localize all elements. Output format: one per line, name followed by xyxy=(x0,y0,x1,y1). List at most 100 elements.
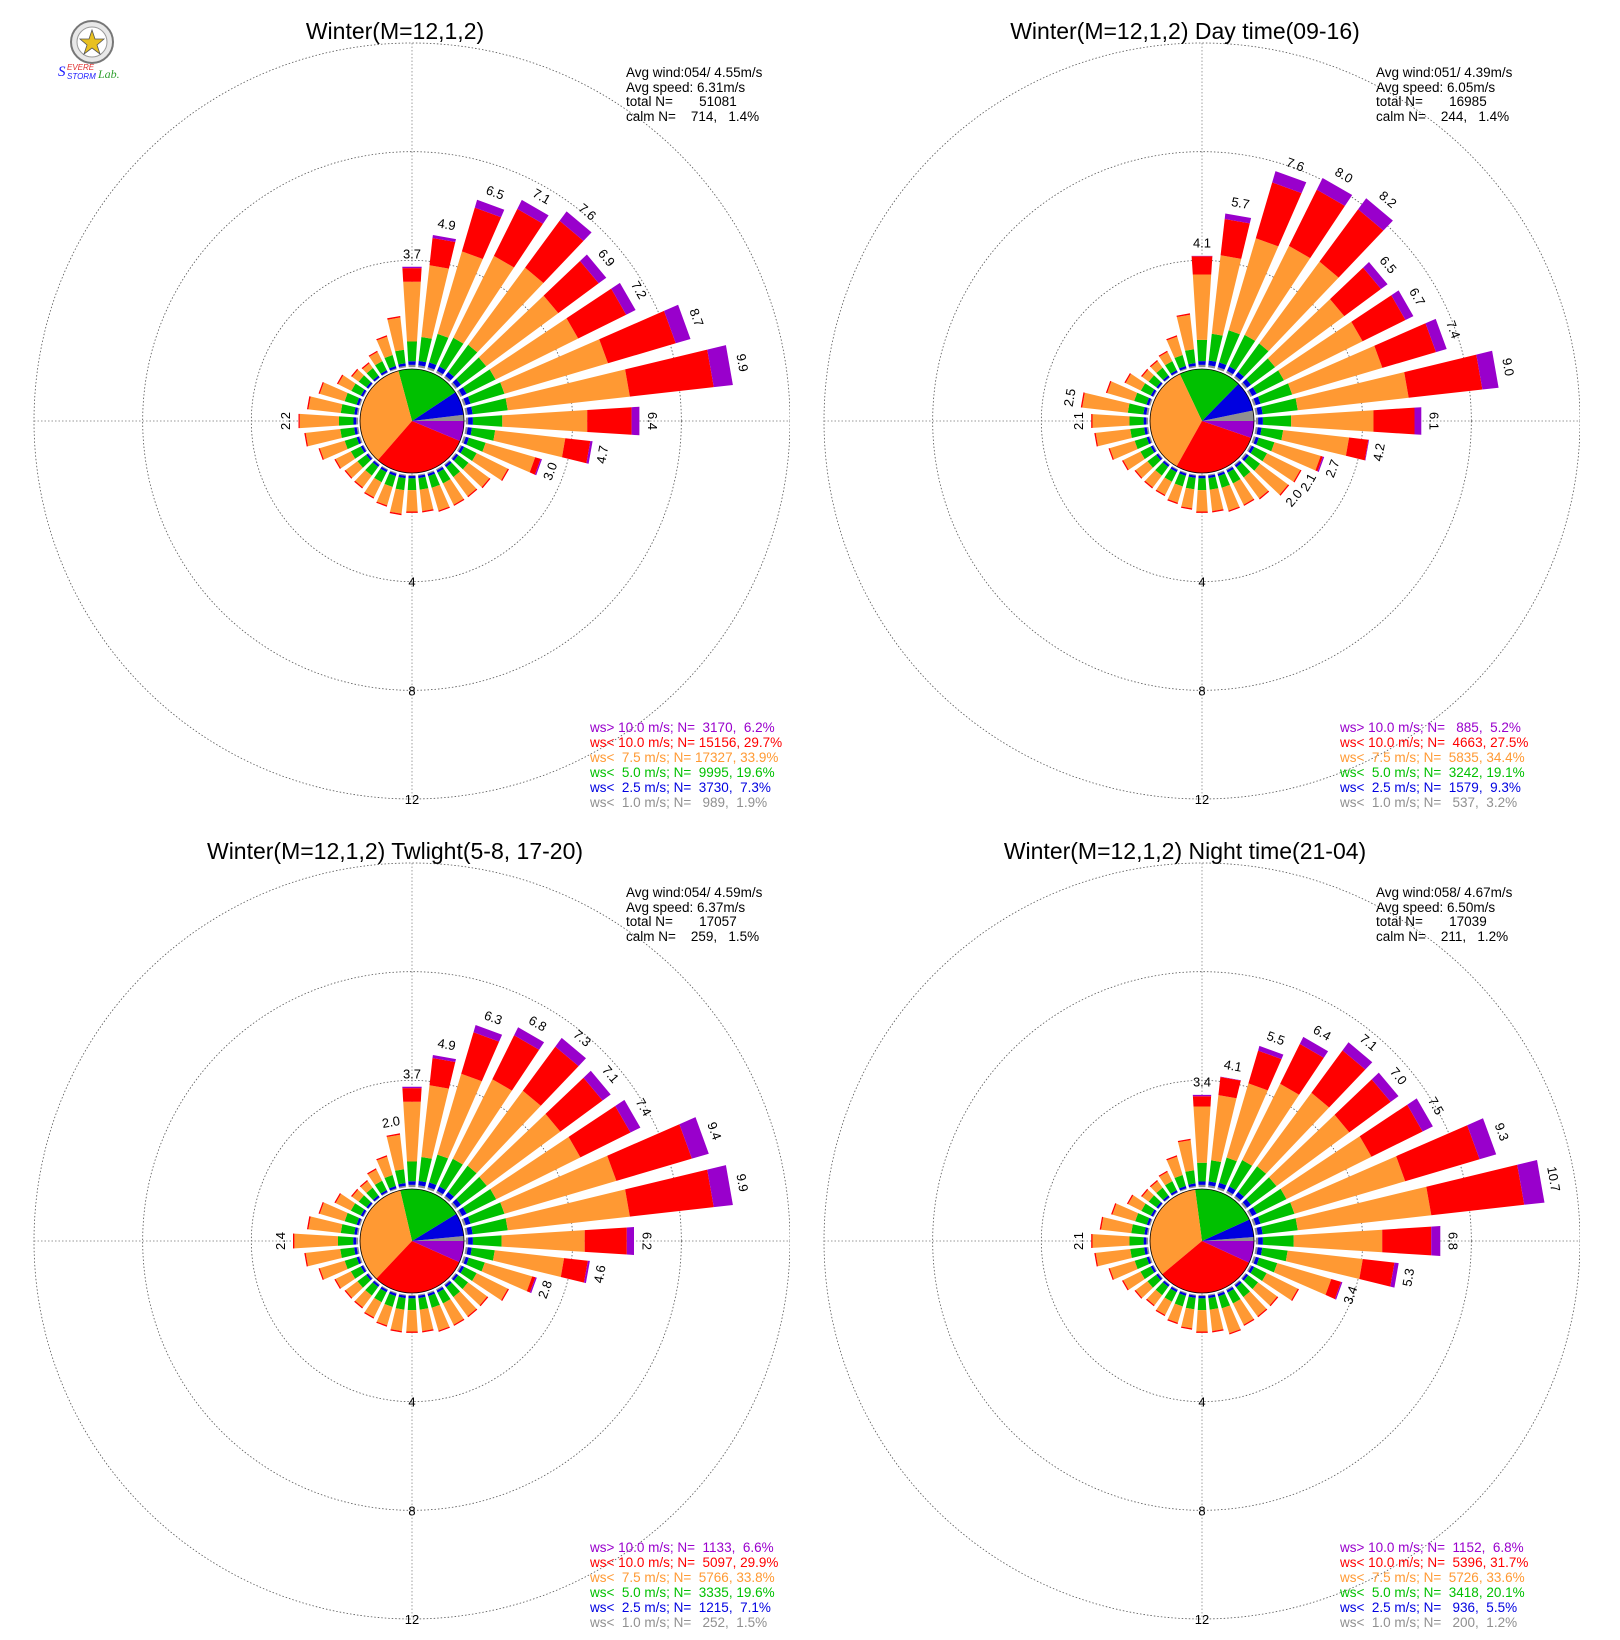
rose-bar-segment xyxy=(1129,1236,1144,1246)
rose-bar-segment xyxy=(356,1247,360,1255)
rose-bar-segment xyxy=(1170,1286,1178,1293)
rose-bar-segment xyxy=(1091,1234,1093,1248)
rose-bar-segment xyxy=(1109,1260,1138,1280)
legend-entry: ws< 10.0 m/s; N= 5396, 31.7% xyxy=(1340,1555,1529,1570)
rose-bar-segment xyxy=(367,1169,383,1185)
rose-bar-segment xyxy=(1241,453,1247,460)
rose-bar-segment xyxy=(1251,436,1256,444)
rose-bar-segment xyxy=(427,367,435,372)
rose-bar-segment xyxy=(418,476,429,490)
rose-bar-segment xyxy=(1293,1229,1383,1253)
rose-bar-segment xyxy=(1208,474,1216,479)
rose-bar-segment xyxy=(1198,1184,1206,1188)
stats-line: total N= 17057 xyxy=(626,914,737,929)
rose-bar-segment xyxy=(1176,314,1194,351)
rose-bar-segment xyxy=(1217,362,1227,370)
sector-total-label: 4.9 xyxy=(436,1035,456,1053)
rose-bar-segment xyxy=(1242,378,1252,388)
rose-bar-segment xyxy=(1162,460,1170,467)
rose-bar-segment xyxy=(1091,414,1093,428)
rose-bar-segment xyxy=(374,1288,387,1303)
rose-bar-segment xyxy=(1396,1125,1480,1182)
legend-entry: ws< 5.0 m/s; N= 3242, 19.1% xyxy=(1340,765,1525,780)
sector-total-label: 4.6 xyxy=(591,1264,609,1284)
rose-bar-segment xyxy=(373,375,380,382)
rose-bar-segment xyxy=(1256,427,1262,436)
rose-bar-segment xyxy=(1181,1326,1193,1330)
rose-bar-segment xyxy=(351,383,365,396)
rose-bar-segment xyxy=(380,1286,388,1293)
pie-slice xyxy=(1149,1189,1202,1275)
sector-total-label: 2.1 xyxy=(1071,1232,1086,1250)
rose-bar-segment xyxy=(1144,1247,1148,1255)
legend-entry: ws< 7.5 m/s; N= 5835, 34.4% xyxy=(1340,750,1525,765)
rose-bar-segment xyxy=(366,381,373,389)
rose-bar-segment xyxy=(1146,436,1152,445)
stats-line: Avg speed: 6.50m/s xyxy=(1376,899,1496,915)
stats-line: total N= 51081 xyxy=(626,94,737,109)
rose-bar-segment xyxy=(1211,255,1242,336)
rose-bar-segment xyxy=(380,466,388,473)
rose-bar-segment xyxy=(438,1326,450,1332)
rose-bar-segment xyxy=(1177,1138,1191,1143)
rose-bar-segment xyxy=(1226,466,1233,471)
rose-bar-segment xyxy=(464,407,468,415)
sector-total-label: 6.5 xyxy=(1377,253,1400,276)
rose-bar-segment xyxy=(1135,1281,1153,1298)
sector-total-label: 5.3 xyxy=(1399,1267,1417,1287)
rose-bar-segment xyxy=(1135,461,1153,478)
rose-bar-segment xyxy=(381,466,388,471)
rose-bar-segment xyxy=(707,1165,733,1208)
rose-bar-segment xyxy=(1285,1250,1363,1279)
rose-bar-segment xyxy=(1364,439,1370,461)
rose-bar-segment xyxy=(1311,1050,1366,1108)
range-ring xyxy=(932,971,1472,1511)
rose-bar-segment xyxy=(389,511,402,516)
rose-bar-segment xyxy=(408,1181,416,1185)
rose-bar-segment xyxy=(1358,198,1393,231)
rose-bar-segment xyxy=(1148,375,1161,388)
rose-bar-segment xyxy=(1253,1256,1260,1265)
rose-bar-segment xyxy=(1164,468,1177,482)
legend-entry: ws< 7.5 m/s; N= 17327, 33.9% xyxy=(590,750,779,765)
rose-bar-segment xyxy=(1431,1226,1441,1256)
rose-bar-segment xyxy=(308,396,343,413)
rose-bar-segment xyxy=(386,1134,404,1171)
rose-bar-segment xyxy=(1092,1234,1130,1248)
rose-bar-segment xyxy=(458,1265,465,1274)
rose-bar-segment xyxy=(1146,407,1150,415)
rose-bar-segment xyxy=(408,474,416,476)
rose-bar-segment xyxy=(357,1274,371,1288)
pie-outline xyxy=(359,368,465,474)
rose-bar-segment xyxy=(584,1260,590,1284)
rose-bar-segment xyxy=(443,1299,464,1325)
sector-total-label: 4.9 xyxy=(436,215,456,233)
rose-bar-segment xyxy=(1236,462,1251,478)
rose-bar-segment xyxy=(360,389,367,397)
rose-bar-segment xyxy=(501,1230,585,1252)
rose-bar-segment xyxy=(1140,446,1155,460)
rose-bar-segment xyxy=(453,455,469,470)
rose-bar-segment xyxy=(1351,295,1406,342)
rose-bar-segment xyxy=(1374,323,1436,368)
rose-bar-segment xyxy=(1095,429,1132,447)
rose-bar-segment xyxy=(1226,1286,1233,1291)
rose-bar-segment xyxy=(1255,1237,1259,1245)
rose-bar-segment xyxy=(1148,398,1153,406)
rose-bar-segment xyxy=(356,1237,359,1245)
rose-bar-segment xyxy=(402,268,422,282)
rose-bar-segment xyxy=(399,473,406,476)
rose-bar-segment xyxy=(493,1250,565,1277)
rose-bar-segment xyxy=(1254,463,1289,495)
pie-slice xyxy=(376,1241,460,1293)
rose-bar-segment xyxy=(1359,1104,1423,1157)
rose-bar-segment xyxy=(356,427,360,435)
range-ring xyxy=(142,971,682,1511)
rose-bar-segment xyxy=(466,1226,473,1235)
rose-bar-segment xyxy=(421,265,449,339)
sector-total-label: 7.4 xyxy=(633,1096,655,1119)
rose-bar-segment xyxy=(458,387,467,396)
rose-bar-segment xyxy=(418,1185,426,1189)
rose-bar-segment xyxy=(407,1298,417,1311)
sector-total-label: 10.7 xyxy=(1544,1165,1563,1193)
